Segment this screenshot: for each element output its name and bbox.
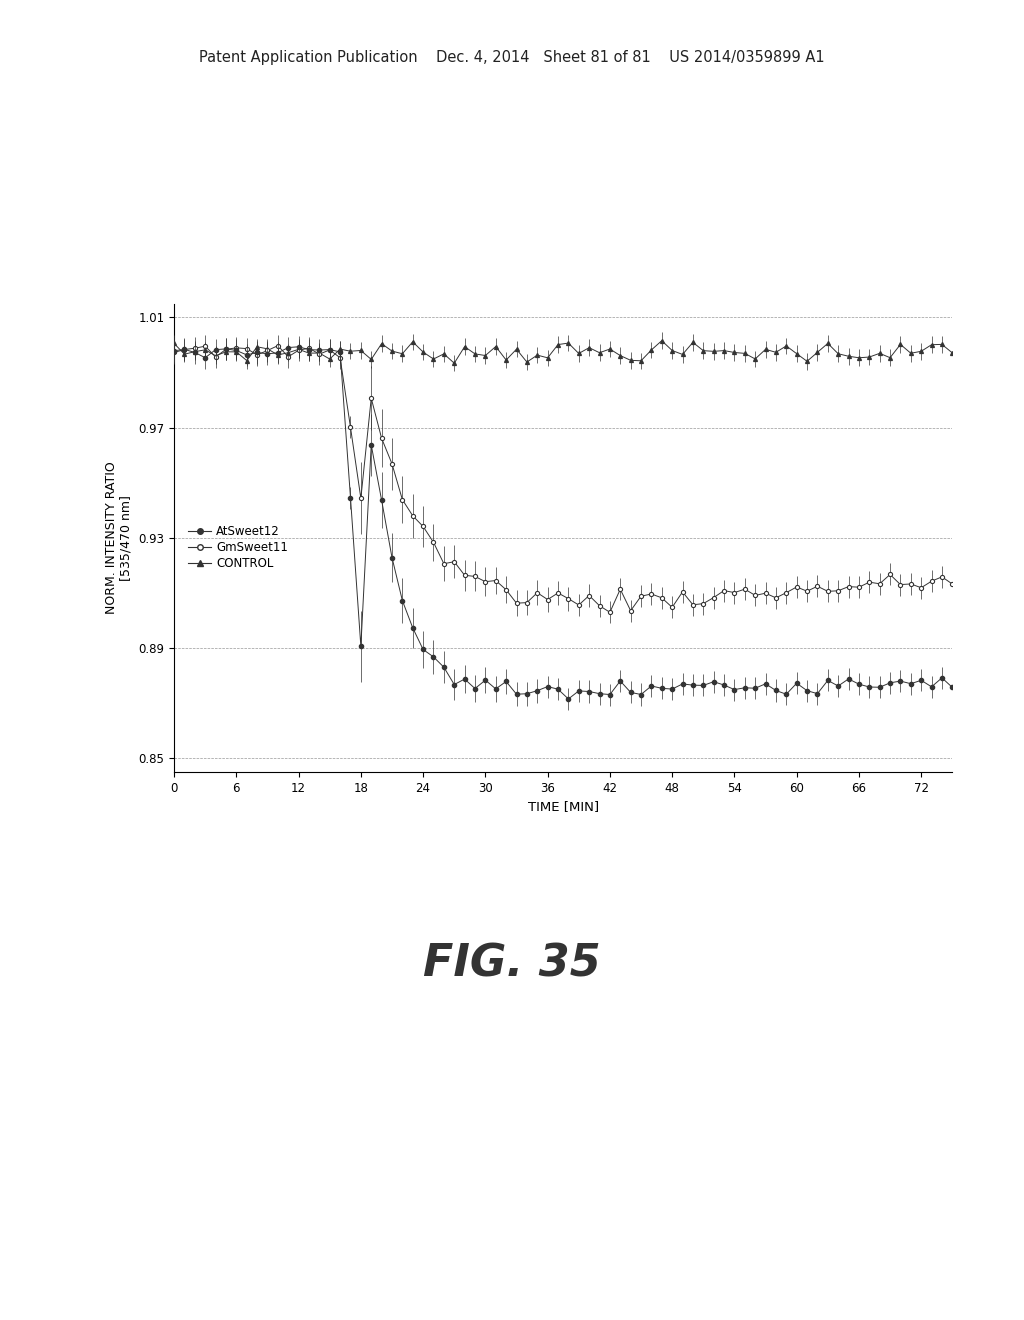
Y-axis label: NORM. INTENSITY RATIO
[535/470 nm]: NORM. INTENSITY RATIO [535/470 nm] [104, 462, 133, 614]
Legend: AtSweet12, GmSweet11, CONTROL: AtSweet12, GmSweet11, CONTROL [187, 525, 288, 570]
X-axis label: TIME [MIN]: TIME [MIN] [527, 800, 599, 813]
Text: Patent Application Publication    Dec. 4, 2014   Sheet 81 of 81    US 2014/03598: Patent Application Publication Dec. 4, 2… [200, 50, 824, 65]
Text: FIG. 35: FIG. 35 [423, 942, 601, 985]
